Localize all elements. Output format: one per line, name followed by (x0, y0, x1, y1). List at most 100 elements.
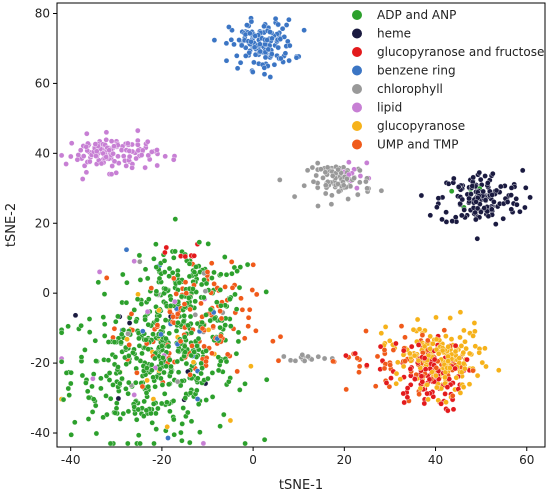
data-point-adp-and-anp (175, 348, 181, 354)
data-point-ump-and-tmp (224, 351, 231, 358)
data-point-glucopyranose (452, 348, 459, 355)
data-point-adp-and-anp (90, 396, 97, 403)
data-point-adp-and-anp (126, 379, 132, 386)
data-point-ump-and-tmp (363, 328, 369, 334)
data-point-adp-and-anp (133, 416, 140, 423)
data-point-lipid (118, 147, 125, 153)
data-point-glucopyranose-and-fructose (438, 400, 444, 407)
data-point-glucopyranose (439, 347, 446, 354)
data-point-adp-and-anp (92, 337, 99, 344)
data-point-benzene-ring (251, 59, 257, 66)
data-point-lipid (131, 392, 137, 398)
data-point-ump-and-tmp (356, 363, 363, 370)
data-point-benzene-ring (231, 41, 237, 48)
y-axis-label: tSNE-2 (4, 203, 19, 247)
y-tick-label: -20 (30, 356, 50, 370)
data-point-glucopyranose (394, 359, 401, 366)
data-point-glucopyranose-and-fructose (452, 342, 459, 349)
data-point-glucopyranose-and-fructose (424, 390, 430, 397)
data-point-glucopyranose (461, 365, 468, 372)
data-point-lipid (111, 158, 118, 165)
data-point-heme (470, 174, 477, 181)
data-point-ump-and-tmp (419, 332, 426, 338)
data-point-lipid (108, 138, 115, 144)
data-point-benzene-ring (257, 48, 264, 55)
data-point-lipid (113, 169, 119, 176)
data-point-benzene-ring (267, 74, 274, 80)
data-point-glucopyranose (135, 291, 141, 298)
data-point-glucopyranose (474, 372, 481, 379)
data-point-glucopyranose (482, 345, 488, 352)
data-point-heme (504, 199, 511, 205)
data-point-adp-and-anp (235, 338, 242, 345)
data-point-adp-and-anp (139, 350, 145, 357)
data-point-glucopyranose-and-fructose (400, 390, 407, 397)
data-point-ump-and-tmp (208, 260, 215, 267)
data-point-chlorophyll (287, 357, 294, 364)
data-point-adp-and-anp (137, 440, 143, 447)
data-point-adp-and-anp (168, 369, 174, 375)
data-point-ump-and-tmp (210, 323, 216, 330)
data-point-chlorophyll (357, 167, 363, 174)
data-point-glucopyranose (466, 381, 473, 388)
data-point-ump-and-tmp (177, 338, 184, 345)
data-point-adp-and-anp (58, 358, 65, 365)
data-point-adp-and-anp (234, 268, 240, 274)
data-point-ump-and-tmp (402, 358, 408, 364)
data-point-adp-and-anp (134, 296, 141, 303)
data-point-ump-and-tmp (372, 383, 379, 390)
data-point-lipid (120, 153, 127, 159)
data-point-adp-and-anp (227, 296, 233, 303)
data-point-glucopyranose-and-fructose (401, 399, 408, 406)
data-point-glucopyranose-and-fructose (419, 378, 426, 385)
data-point-glucopyranose (453, 374, 460, 381)
data-point-heme (443, 209, 449, 215)
data-point-adp-and-anp (72, 419, 78, 426)
data-point-adp-and-anp (161, 257, 168, 264)
data-point-glucopyranose-and-fructose (343, 352, 349, 359)
data-point-adp-and-anp (113, 405, 120, 412)
data-point-adp-and-anp (161, 390, 168, 397)
data-point-benzene-ring (261, 71, 268, 77)
data-point-chlorophyll (315, 203, 321, 209)
data-point-adp-and-anp (105, 339, 112, 345)
data-point-lipid (63, 161, 69, 167)
data-point-adp-and-anp (89, 409, 96, 415)
data-point-adp-and-anp (161, 269, 168, 275)
data-point-chlorophyll (364, 185, 370, 192)
data-point-glucopyranose (411, 352, 418, 359)
data-point-adp-and-anp (120, 410, 127, 417)
data-point-adp-and-anp (220, 411, 227, 418)
data-point-ump-and-tmp (343, 386, 350, 393)
data-point-adp-and-anp (156, 275, 163, 282)
data-point-lipid (83, 143, 89, 150)
data-point-heme (513, 195, 520, 202)
data-point-glucopyranose-and-fructose (408, 343, 415, 350)
data-point-lipid (363, 160, 370, 166)
data-point-chlorophyll (351, 175, 357, 181)
data-point-chlorophyll (299, 351, 306, 358)
data-point-glucopyranose-and-fructose (388, 375, 394, 381)
legend-marker (352, 84, 362, 94)
data-point-adp-and-anp (232, 291, 238, 298)
data-point-adp-and-anp (188, 418, 195, 425)
data-point-ump-and-tmp (204, 269, 211, 275)
data-point-lipid (68, 153, 74, 160)
data-point-heme (439, 216, 445, 223)
data-point-heme (522, 204, 528, 211)
legend-label: benzene ring (377, 64, 456, 78)
data-point-adp-and-anp (218, 302, 224, 309)
data-point-lipid (154, 162, 160, 169)
data-point-benzene-ring (223, 40, 230, 47)
data-point-heme (508, 206, 515, 213)
data-point-lipid (58, 152, 65, 159)
data-point-glucopyranose (479, 359, 486, 366)
data-point-adp-and-anp (60, 396, 67, 403)
data-point-glucopyranose (445, 343, 452, 350)
data-point-adp-and-anp (213, 299, 220, 306)
data-point-adp-and-anp (151, 355, 158, 362)
legend-marker (352, 10, 362, 20)
data-point-heme (449, 218, 456, 224)
data-point-adp-and-anp (217, 271, 224, 278)
data-point-lipid (139, 147, 146, 154)
